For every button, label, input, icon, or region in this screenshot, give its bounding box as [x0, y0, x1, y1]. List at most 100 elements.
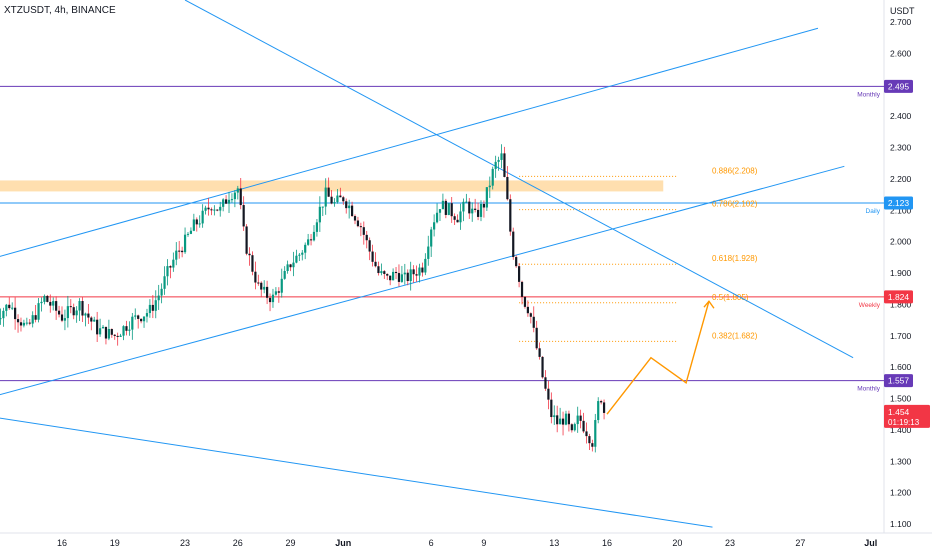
- candle-body-23: [60, 314, 64, 321]
- candle-body-66: [186, 233, 190, 235]
- candle-body-53: [148, 304, 152, 314]
- candle-body-36: [98, 328, 102, 335]
- candle-body-70: [198, 223, 201, 225]
- candle-body-94: [268, 297, 272, 303]
- candle-body-103: [295, 255, 298, 263]
- level-badge-text-3: 1.557: [888, 376, 910, 386]
- candle-body-200: [579, 415, 582, 421]
- candle-body-46: [128, 329, 131, 331]
- candle-body-177: [512, 231, 515, 258]
- candle-body-32: [87, 313, 90, 318]
- y-tick-10: 1.600: [890, 362, 912, 372]
- x-tick-12: 27: [795, 538, 805, 548]
- candle-body-10: [22, 322, 26, 326]
- candle-body-73: [207, 207, 210, 210]
- candle-body-130: [374, 261, 377, 267]
- x-tick-1: 19: [110, 538, 120, 548]
- candle-body-169: [488, 185, 491, 188]
- candle-body-13: [31, 315, 34, 324]
- candle-body-172: [497, 159, 500, 162]
- candle-body-142: [409, 269, 412, 282]
- candle-body-78: [222, 199, 225, 207]
- candle-body-82: [233, 192, 236, 200]
- x-tick-0: 16: [57, 538, 67, 548]
- candle-body-107: [307, 239, 310, 245]
- candle-body-55: [154, 300, 157, 311]
- candle-body-154: [444, 200, 447, 215]
- candle-body-84: [239, 188, 242, 206]
- candle-body-155: [447, 203, 450, 215]
- y-tick-15: 1.100: [890, 519, 912, 529]
- candle-body-203: [588, 436, 591, 444]
- candle-body-9: [19, 322, 23, 326]
- candle-body-161: [465, 201, 468, 203]
- candle-body-16: [40, 301, 43, 304]
- candle-body-206: [597, 401, 600, 421]
- candle-body-204: [591, 443, 594, 447]
- trend-line-3: [0, 417, 713, 528]
- fib-label-2: 0.618(1.928): [712, 254, 758, 263]
- candle-body-51: [142, 316, 146, 322]
- candle-body-149: [430, 229, 433, 247]
- candle-body-110: [315, 222, 319, 232]
- candle-body-122: [350, 205, 354, 217]
- candle-body-164: [474, 208, 477, 210]
- plot-area[interactable]: [0, 0, 884, 533]
- y-tick-0: 2.700: [890, 17, 912, 27]
- candle-body-93: [266, 286, 269, 298]
- candle-body-194: [561, 418, 565, 425]
- level-badge-text-0: 2.495: [888, 81, 910, 91]
- candle-body-148: [427, 246, 430, 259]
- candle-body-92: [263, 286, 266, 290]
- candle-body-152: [438, 209, 442, 213]
- level-badge-2: [884, 290, 913, 304]
- candle-body-15: [37, 303, 40, 320]
- candle-body-59: [166, 266, 169, 277]
- candle-body-58: [163, 276, 166, 289]
- candle-body-199: [576, 415, 579, 425]
- candle-body-56: [157, 295, 160, 301]
- candle-body-96: [274, 291, 277, 295]
- x-tick-13: Jul: [864, 538, 877, 548]
- level-badge-text-1: 2.123: [888, 198, 910, 208]
- candle-body-196: [567, 413, 571, 425]
- x-tick-8: 13: [549, 538, 559, 548]
- y-tick-2: 2.400: [890, 111, 912, 121]
- candle-body-120: [345, 201, 348, 209]
- candle-body-167: [482, 203, 486, 208]
- candle-body-43: [119, 335, 122, 337]
- candle-body-127: [365, 234, 368, 241]
- candle-body-104: [298, 254, 301, 256]
- current-price-badge: [884, 404, 930, 428]
- projection-arrowhead: [703, 300, 715, 309]
- candle-body-201: [582, 420, 585, 432]
- candle-body-14: [34, 315, 37, 320]
- resistance-zone: [0, 180, 664, 192]
- candle-body-52: [145, 313, 149, 317]
- candle-body-116: [333, 202, 336, 204]
- candle-body-68: [192, 219, 195, 231]
- candle-body-162: [468, 201, 471, 214]
- candle-body-22: [57, 310, 61, 315]
- level-badge-0: [884, 79, 913, 93]
- y-tick-7: 1.900: [890, 268, 912, 278]
- candle-body-143: [412, 269, 415, 275]
- x-tick-6: 6: [429, 538, 434, 548]
- candle-body-62: [175, 250, 178, 260]
- y-tick-13: 1.300: [890, 456, 912, 466]
- candle-body-125: [359, 226, 362, 228]
- candle-body-205: [594, 420, 597, 447]
- candle-body-202: [585, 431, 588, 437]
- candle-body-72: [204, 207, 207, 211]
- candle-body-183: [529, 313, 532, 317]
- candle-body-45: [125, 326, 128, 331]
- candle-body-111: [318, 206, 321, 223]
- candle-body-165: [476, 209, 480, 217]
- candle-body-124: [356, 220, 360, 227]
- y-tick-12: 1.400: [890, 425, 912, 435]
- candle-body-44: [122, 326, 125, 336]
- candle-body-87: [248, 253, 251, 256]
- y-tick-9: 1.700: [890, 331, 912, 341]
- x-tick-2: 23: [180, 538, 190, 548]
